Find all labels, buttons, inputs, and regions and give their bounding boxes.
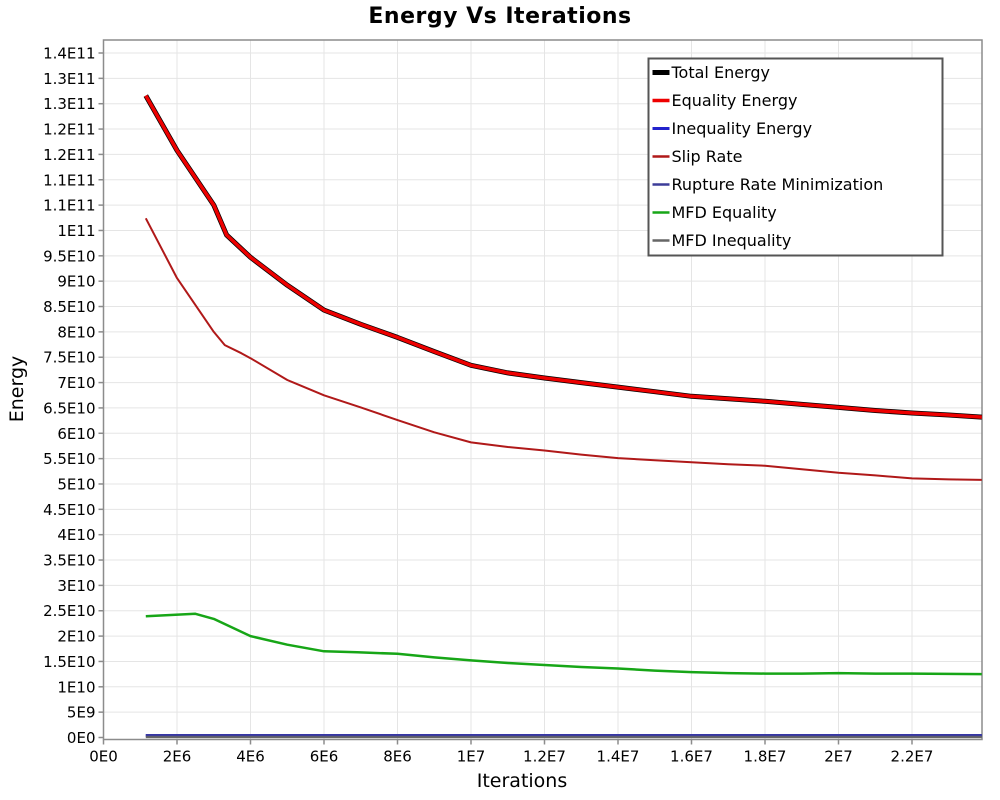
y-tick-label: 1.4E11 — [43, 45, 95, 63]
y-tick-label: 9E10 — [57, 273, 95, 291]
x-tick-label: 1.8E7 — [744, 748, 787, 766]
plot-border — [102, 39, 983, 741]
y-tick-label: 4E10 — [57, 526, 95, 544]
y-tick-label: 7.5E10 — [43, 349, 95, 367]
legend-label-rupture-rate-minimization: Rupture Rate Minimization — [672, 175, 884, 194]
x-tick-label: 6E6 — [310, 748, 339, 766]
y-tick-label: 1.5E10 — [43, 653, 95, 671]
x-tick-label: 8E6 — [383, 748, 412, 766]
x-tick-label: 1.6E7 — [670, 748, 713, 766]
y-tick-label: 8.5E10 — [43, 298, 95, 316]
y-tick-label: 1.2E11 — [43, 146, 95, 164]
legend-label-mfd-inequality: MFD Inequality — [672, 231, 792, 250]
y-tick-label: 7E10 — [57, 374, 95, 392]
y-tick-label: 4.5E10 — [43, 501, 95, 519]
x-axis-title: Iterations — [476, 770, 568, 792]
legend-label-slip-rate: Slip Rate — [672, 147, 743, 166]
y-tick-label: 1E11 — [57, 222, 95, 240]
y-tick-label: 5E9 — [67, 704, 96, 722]
x-tick-label: 4E6 — [236, 748, 265, 766]
y-tick-label: 0E0 — [67, 729, 96, 747]
x-tick-label: 1E7 — [457, 748, 486, 766]
y-tick-label: 1.1E11 — [43, 197, 95, 215]
legend-label-inequality-energy: Inequality Energy — [672, 119, 813, 138]
x-tick-label: 1.2E7 — [523, 748, 566, 766]
legend-label-mfd-equality: MFD Equality — [672, 203, 777, 222]
y-tick-label: 3.5E10 — [43, 552, 95, 570]
y-tick-label: 1.2E11 — [43, 121, 95, 139]
y-tick-label: 6.5E10 — [43, 399, 95, 417]
x-tick-label: 0E0 — [89, 748, 118, 766]
y-tick-label: 1E10 — [57, 678, 95, 696]
y-tick-label: 6E10 — [57, 425, 95, 443]
x-tick-label: 2E6 — [163, 748, 192, 766]
y-tick-label: 2E10 — [57, 628, 95, 646]
y-tick-label: 1.3E11 — [43, 95, 95, 113]
y-tick-label: 9.5E10 — [43, 247, 95, 265]
legend-label-equality-energy: Equality Energy — [672, 91, 798, 110]
y-tick-label: 3E10 — [57, 577, 95, 595]
y-axis-title: Energy — [6, 355, 28, 423]
chart-title: Energy Vs Iterations — [368, 4, 632, 29]
y-tick-label: 1.1E11 — [43, 171, 95, 189]
y-tick-label: 2.5E10 — [43, 602, 95, 620]
legend-box — [647, 57, 944, 257]
series-slip-rate-line — [144, 217, 982, 481]
y-tick-label: 5E10 — [57, 475, 95, 493]
series-mfd-equality-line — [145, 612, 982, 676]
series-equality-energy-line — [144, 94, 982, 419]
x-tick-label: 1.4E7 — [597, 748, 640, 766]
y-tick-label: 1.3E11 — [43, 70, 95, 88]
x-tick-label: 2E7 — [824, 748, 853, 766]
x-tick-label: 2.2E7 — [891, 748, 934, 766]
y-tick-label: 8E10 — [57, 323, 95, 341]
legend-label-total-energy: Total Energy — [671, 63, 770, 82]
y-tick-label: 5.5E10 — [43, 450, 95, 468]
